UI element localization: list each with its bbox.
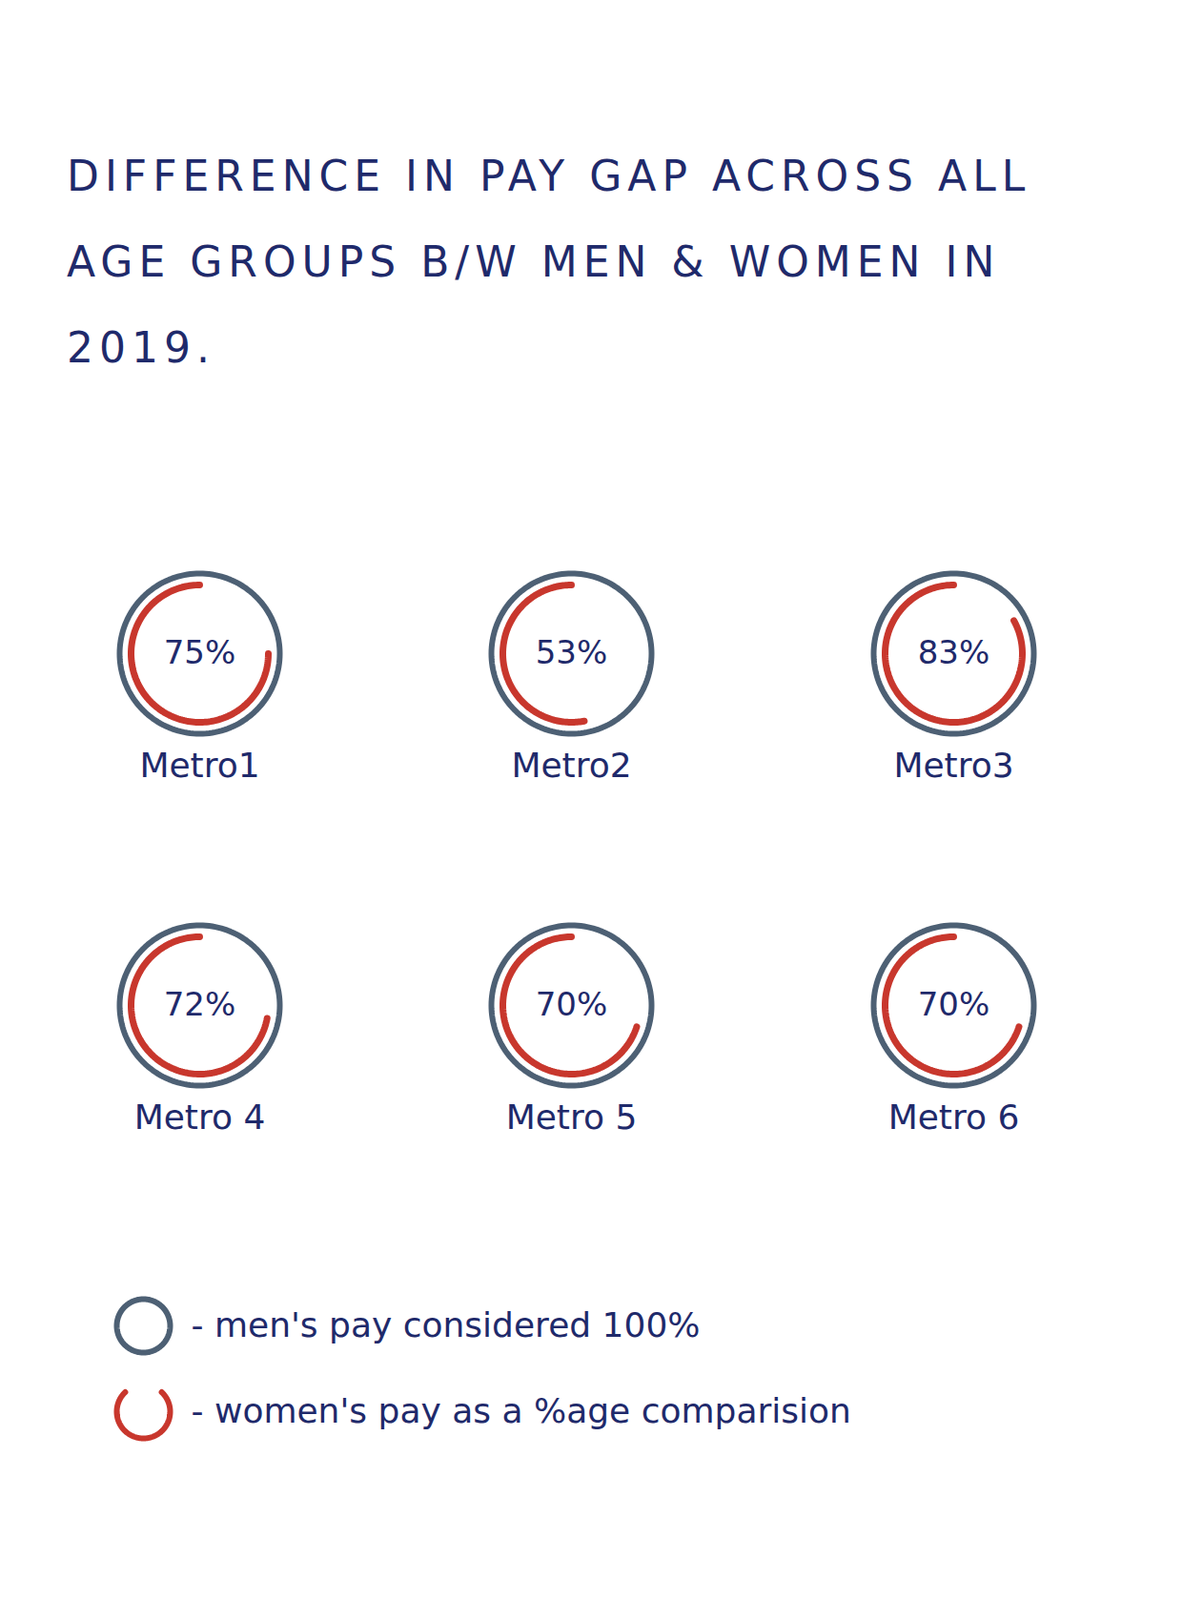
svg-text:- men's pay considered 100%: - men's pay considered 100% <box>191 1304 701 1345</box>
svg-text:Metro 6: Metro 6 <box>888 1097 1020 1137</box>
svg-text:83%: 83% <box>917 632 991 672</box>
svg-text:70%: 70% <box>535 984 609 1023</box>
svg-text:Metro 5: Metro 5 <box>506 1097 638 1137</box>
svg-text:Metro1: Metro1 <box>139 745 260 785</box>
svg-text:70%: 70% <box>917 984 991 1023</box>
svg-text:72%: 72% <box>163 984 237 1023</box>
svg-text:Metro 4: Metro 4 <box>134 1097 266 1137</box>
svg-text:- women's pay as a %age compar: - women's pay as a %age comparision <box>191 1390 852 1430</box>
svg-text:53%: 53% <box>535 632 609 672</box>
svg-text:Metro2: Metro2 <box>510 745 632 785</box>
svg-text:75%: 75% <box>163 632 237 672</box>
html-text:DIFFERENCE IN PAY GAP ACROSS A: DIFFERENCE IN PAY GAP ACROSS ALL AGE GRO… <box>66 151 1031 372</box>
svg-text:Metro3: Metro3 <box>893 745 1014 785</box>
